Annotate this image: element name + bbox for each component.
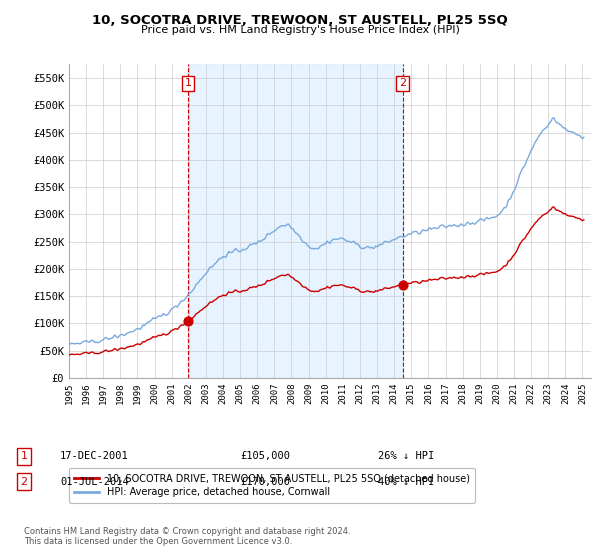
Point xyxy=(398,281,407,290)
Text: £105,000: £105,000 xyxy=(240,451,290,461)
Text: Contains HM Land Registry data © Crown copyright and database right 2024.
This d: Contains HM Land Registry data © Crown c… xyxy=(24,526,350,546)
Text: 2: 2 xyxy=(399,78,406,88)
Text: 01-JUL-2014: 01-JUL-2014 xyxy=(60,477,129,487)
Text: 1: 1 xyxy=(185,78,191,88)
Bar xyxy=(188,64,403,378)
Text: 17-DEC-2001: 17-DEC-2001 xyxy=(60,451,129,461)
Text: 40% ↓ HPI: 40% ↓ HPI xyxy=(378,477,434,487)
Text: 26% ↓ HPI: 26% ↓ HPI xyxy=(378,451,434,461)
Point xyxy=(184,316,193,325)
Text: 1: 1 xyxy=(20,451,28,461)
Text: 10, SOCOTRA DRIVE, TREWOON, ST AUSTELL, PL25 5SQ: 10, SOCOTRA DRIVE, TREWOON, ST AUSTELL, … xyxy=(92,14,508,27)
Text: 2: 2 xyxy=(20,477,28,487)
Text: £170,000: £170,000 xyxy=(240,477,290,487)
Legend: 10, SOCOTRA DRIVE, TREWOON, ST AUSTELL, PL25 5SQ (detached house), HPI: Average : 10, SOCOTRA DRIVE, TREWOON, ST AUSTELL, … xyxy=(68,468,475,503)
Text: Price paid vs. HM Land Registry's House Price Index (HPI): Price paid vs. HM Land Registry's House … xyxy=(140,25,460,35)
